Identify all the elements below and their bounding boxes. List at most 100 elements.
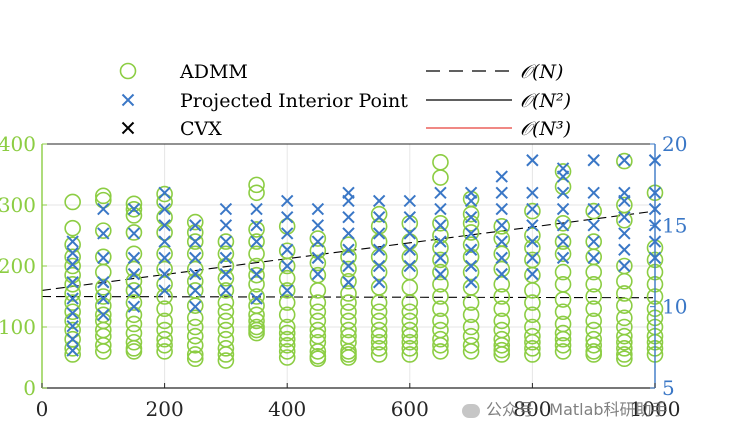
x-tick-label: 400	[268, 397, 306, 421]
admm-point	[217, 245, 235, 263]
pip-point	[526, 202, 539, 216]
pip-point	[618, 259, 631, 273]
admm-point	[186, 346, 204, 363]
admm-point	[401, 333, 419, 351]
pip-point	[403, 243, 417, 256]
admm-point	[524, 333, 541, 351]
legend-label: 𝒪(N)	[520, 61, 563, 83]
pip-point	[189, 235, 202, 248]
pip-point	[127, 202, 141, 216]
admm-point	[156, 312, 173, 330]
admm-point	[432, 275, 449, 293]
admm-point	[616, 285, 633, 302]
pip-point	[526, 154, 539, 167]
admm-point	[278, 318, 296, 336]
admm-point	[64, 346, 81, 363]
pip-point	[556, 186, 570, 200]
admm-point	[309, 230, 327, 247]
admm-point	[248, 176, 265, 194]
pip-point	[464, 210, 478, 224]
admm-point	[432, 169, 449, 186]
x-tick-label: 200	[146, 397, 184, 421]
admm-point	[217, 282, 235, 299]
admm-point	[278, 336, 296, 354]
admm-point	[524, 294, 541, 311]
admm-point	[370, 294, 388, 311]
pip-point	[434, 219, 447, 232]
admm-point	[64, 303, 81, 321]
admm-point	[340, 321, 357, 339]
pip-point	[66, 235, 79, 248]
pip-point	[66, 246, 79, 260]
legend-label: ADMM	[179, 61, 248, 83]
admm-point	[616, 327, 633, 345]
admm-point	[616, 309, 633, 327]
pip-point	[280, 194, 294, 208]
fit-line	[41, 295, 656, 299]
admm-point	[370, 346, 388, 363]
pip-point	[127, 284, 141, 297]
admm-point	[156, 300, 173, 318]
admm-point	[217, 346, 235, 363]
pip-point	[311, 219, 325, 232]
pip-point	[250, 219, 263, 232]
admm-point	[493, 346, 511, 363]
admm-point	[64, 275, 81, 293]
y-left-tick-label: 200	[0, 254, 36, 278]
admm-point	[370, 303, 388, 321]
admm-point	[554, 263, 572, 281]
admm-point	[278, 306, 296, 324]
pip-point	[250, 202, 263, 216]
pip-point	[219, 267, 233, 281]
pip-point	[311, 251, 325, 265]
admm-point	[186, 260, 204, 278]
admm-point	[248, 297, 265, 314]
admm-point	[585, 288, 603, 305]
pip-point	[372, 259, 386, 273]
admm-point	[401, 321, 419, 339]
admm-point	[340, 285, 357, 302]
admm-point	[340, 303, 357, 321]
pip-point	[342, 243, 355, 256]
admm-point	[340, 260, 357, 278]
admm-point	[493, 275, 511, 293]
pip-point	[434, 235, 447, 248]
admm-point	[585, 300, 603, 318]
admm-point	[370, 333, 388, 351]
pip-point	[372, 276, 386, 289]
admm-point	[432, 300, 449, 318]
admm-point	[616, 350, 633, 368]
admm-point	[524, 306, 541, 324]
pip-point	[495, 251, 508, 265]
pip-point	[434, 186, 447, 200]
admm-point	[616, 297, 633, 314]
admm-point	[156, 343, 173, 360]
admm-point	[340, 312, 357, 330]
pip-point	[464, 259, 478, 273]
admm-point	[186, 336, 204, 354]
admm-point	[462, 236, 480, 253]
admm-point	[186, 297, 204, 314]
watermark: 公众号 · Matlab科研助手	[462, 396, 668, 420]
admm-point	[340, 349, 357, 366]
pip-point	[97, 292, 110, 305]
pip-point	[189, 251, 202, 265]
pip-point	[219, 202, 233, 216]
admm-point	[462, 343, 480, 360]
admm-point	[278, 324, 296, 342]
pip-point	[556, 170, 570, 183]
admm-point	[125, 333, 143, 351]
admm-point	[217, 321, 235, 339]
pip-point	[464, 276, 478, 289]
admm-point	[370, 205, 388, 223]
admm-point	[186, 318, 204, 336]
y-right-tick-label: 20	[662, 132, 687, 156]
pip-point	[158, 219, 171, 232]
pip-point	[158, 251, 171, 265]
pip-point	[311, 202, 325, 216]
pip-point	[464, 194, 478, 208]
pip-point	[97, 251, 110, 265]
admm-point	[493, 300, 511, 318]
y-left-tick-label: 400	[0, 132, 36, 156]
admm-point	[186, 327, 204, 345]
